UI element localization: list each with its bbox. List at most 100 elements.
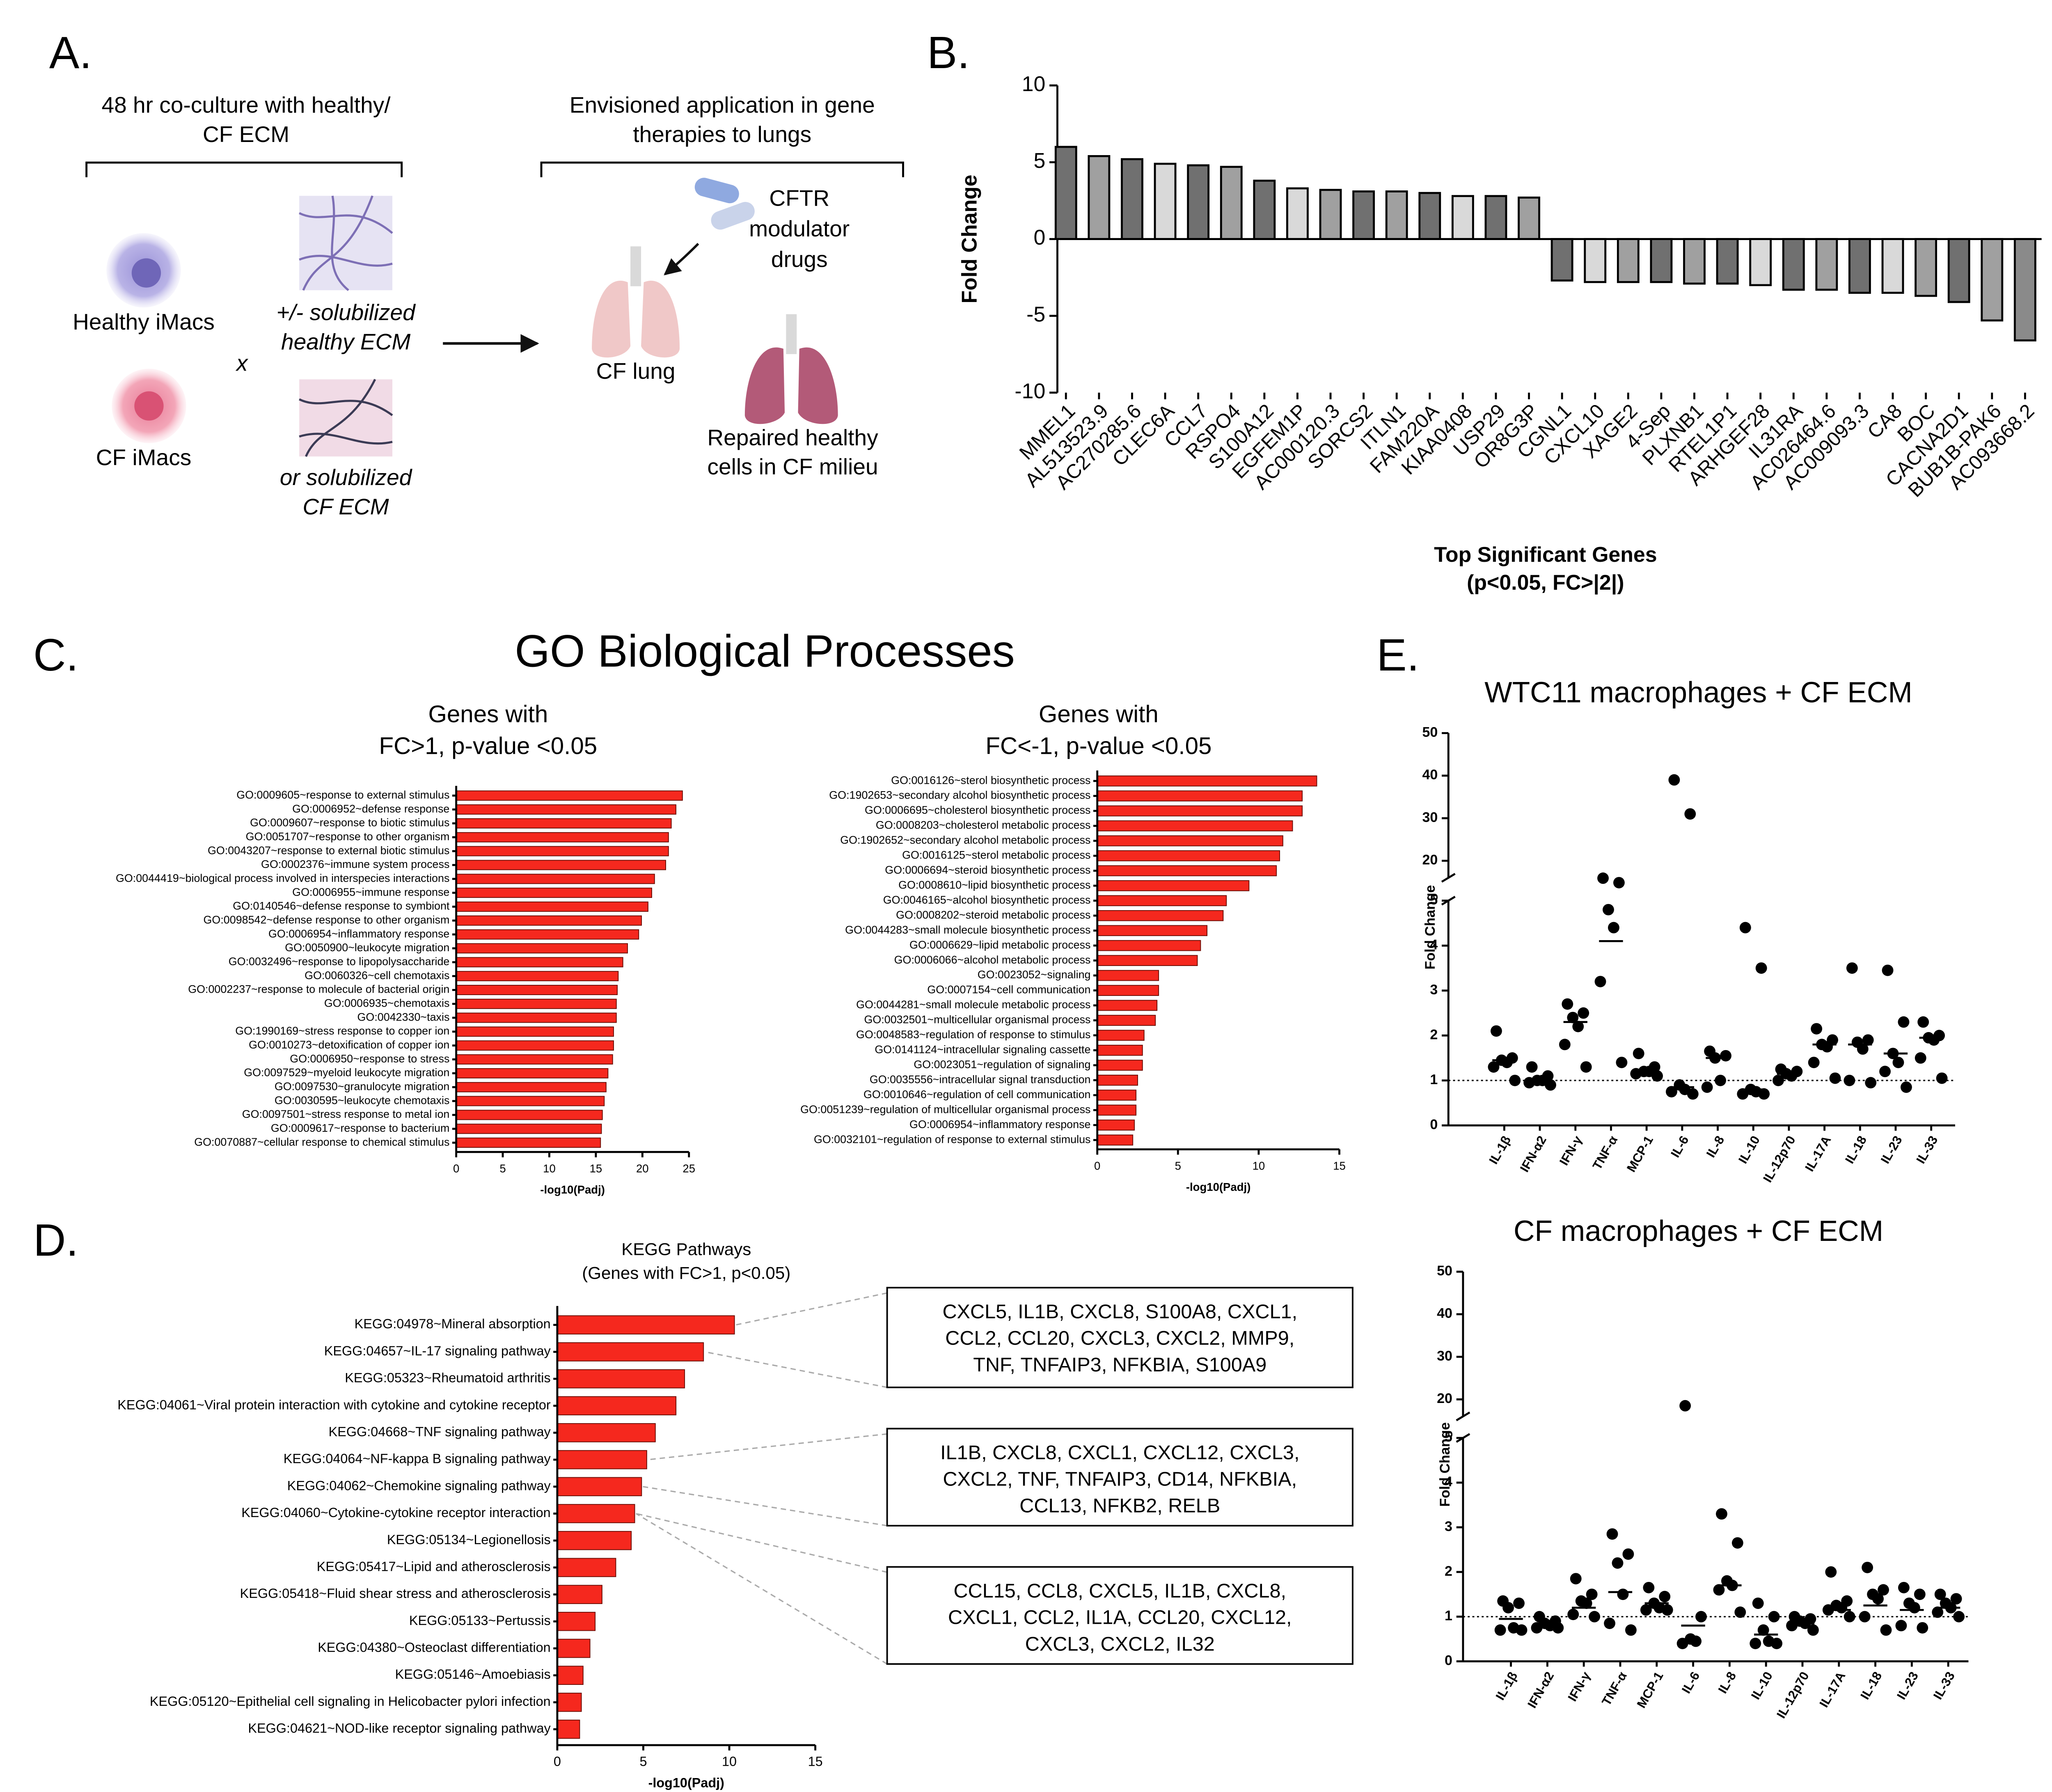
bar [456,1082,607,1092]
bar [1097,850,1280,861]
bar [456,874,655,884]
y-tick-label: GO:0070887~cellular response to chemical… [194,1136,449,1148]
y-tick-label: GO:0023052~signaling [978,968,1091,981]
cell-label: CF iMacs [96,444,192,470]
data-point [1490,1025,1502,1037]
x-tick-label: IL-6 [1679,1669,1703,1696]
data-point [1715,1075,1726,1086]
y-tick-label: KEGG:04621~NOD-like receptor signaling p… [248,1721,551,1736]
bar [456,818,672,828]
bar [1352,190,1375,240]
data-point [1665,1086,1677,1098]
y-tick-label: GO:0030595~leukocyte chemotaxis [275,1094,450,1106]
x-tick-label: IFN-α2 [1517,1133,1549,1174]
y-axis-label: Fold Change [1422,885,1438,970]
chart-title: KEGG Pathways [621,1239,751,1259]
bar [557,1558,616,1577]
x-tick-label: IL-33 [1931,1669,1958,1702]
data-point [1898,1581,1910,1593]
bar [1584,238,1607,283]
data-point [1606,1528,1618,1540]
bar [1097,775,1317,787]
y-tick-label: 40 [1437,1306,1452,1321]
data-point [1755,962,1767,974]
diagram-art [85,161,904,457]
x-axis-label: -log10(Padj) [540,1183,605,1196]
x-tick-label: IL-23 [1894,1669,1921,1702]
x-tick-label: 15 [808,1754,823,1769]
y-tick-label: GO:0002376~immune system process [261,858,449,870]
gene-list-text: CXCL3, CXCL2, IL32 [1025,1633,1215,1655]
x-tick-label: MCP-1 [1634,1669,1666,1710]
y-tick-label: -10 [1015,379,1045,403]
y-tick-label: 4 [1445,1474,1452,1490]
chart-title: CF macrophages + CF ECM [1514,1215,1883,1247]
lung-label: CF lung [596,358,676,384]
bar [456,985,618,995]
ecm-label: CF ECM [303,494,389,519]
y-tick-label: GO:0009607~response to biotic stimulus [250,817,449,829]
y-tick-label: GO:0035556~intracellular signal transduc… [870,1073,1091,1085]
data-point [1773,1075,1784,1086]
bar [1187,164,1210,240]
data-point [1567,1609,1579,1620]
arrow [664,243,699,276]
bar [1097,925,1208,936]
data-point [1545,1079,1556,1091]
data-point [1679,1400,1691,1412]
data-point [1786,1070,1798,1082]
bar [1097,1074,1138,1086]
bar [456,915,642,926]
data-point [1859,1611,1871,1623]
panel-label: C. [33,630,78,680]
x-tick-label: 5 [639,1754,647,1769]
y-tick-label: 5 [1445,1429,1452,1445]
section-title: GO Biological Processes [515,626,1015,676]
y-tick-label: KEGG:05418~Fluid shear stress and athero… [240,1586,551,1601]
bar [1097,1000,1158,1011]
bar [1981,238,2004,322]
x-tick-label: 15 [1333,1159,1346,1172]
y-tick-label: -5 [1026,302,1045,326]
data-point [1594,976,1606,987]
x-tick-label: TNF-α [1589,1133,1620,1172]
y-tick-label: KEGG:04657~IL-17 signaling pathway [324,1343,551,1358]
bar [1097,805,1303,817]
bar [456,957,623,968]
data-point [1872,1593,1884,1605]
data-point [1526,1061,1538,1073]
drug-label: drugs [771,247,828,272]
data-point [1892,1057,1904,1069]
data-point [1531,1622,1543,1634]
y-tick-label: 5 [1033,149,1045,172]
bar [1097,1104,1137,1116]
data-point [1687,1088,1699,1100]
bar [557,1315,735,1334]
header-text: CF ECM [203,121,289,147]
bar [1097,1030,1145,1041]
bar [557,1585,602,1604]
bar [1947,238,1970,303]
y-tick-label: 0 [1445,1653,1452,1668]
x-tick-label: IL-33 [1913,1133,1940,1166]
bar [1097,910,1224,921]
data-point [1917,1622,1928,1634]
data-point [1857,1043,1869,1055]
bar [1097,1015,1156,1026]
data-point [1643,1581,1655,1593]
data-point [1898,1016,1910,1028]
data-point [1914,1588,1926,1600]
data-point [1844,1075,1855,1086]
bar [557,1369,685,1389]
y-tick-label: GO:0006629~lipid metabolic process [909,938,1090,951]
data-point [1597,872,1609,884]
y-tick-label: GO:1990169~stress response to copper ion [235,1025,449,1037]
y-tick-label: GO:0006954~inflammatory response [268,927,449,940]
y-tick-label: GO:0006935~chemotaxis [324,997,450,1009]
bar [456,1096,605,1106]
bar [1097,985,1159,996]
bar [1815,238,1838,291]
x-tick-label: 20 [636,1162,649,1175]
x-tick-label: 25 [682,1162,695,1175]
y-tick-label: 2 [1445,1563,1452,1579]
